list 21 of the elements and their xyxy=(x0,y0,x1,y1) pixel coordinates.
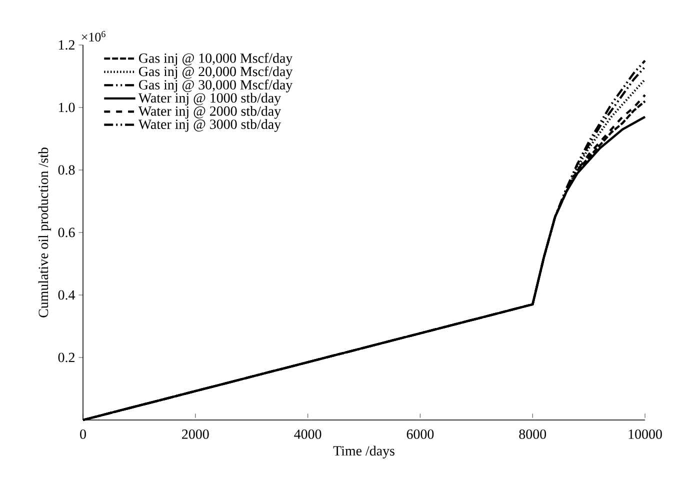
x-tick-label: 2000 xyxy=(182,429,209,439)
legend-label: Gas inj @ 20,000 Mscf/day xyxy=(138,66,293,80)
legend-label: Water inj @ 2000 stb/day xyxy=(138,106,282,119)
x-tick-label: 6000 xyxy=(406,429,434,439)
y-tick-label: 1.2 xyxy=(59,40,74,50)
x-axis-title: Time /days xyxy=(333,446,394,458)
legend-label: Gas inj @ 30,000 Mscf/day xyxy=(138,80,293,92)
text: ×10$^{6}$ xyxy=(82,31,106,42)
y-tick-label: 0.8 xyxy=(58,165,75,175)
legend-label: Water inj @ 3000 stb/day xyxy=(138,119,282,132)
legend-label: Gas inj @ 10,000 Mscf/day xyxy=(138,52,293,66)
x-tick-label: 0 xyxy=(80,429,86,439)
y-tick-label: 0.6 xyxy=(58,228,75,238)
y-tick-label: 1.0 xyxy=(59,102,75,112)
x-tick-label: 10000 xyxy=(628,429,662,439)
y-tick-label: 0.2 xyxy=(58,352,74,362)
y-tick-label: 0.4 xyxy=(58,290,76,300)
legend-label: Water inj @ 1000 stb/day xyxy=(138,92,282,106)
x-tick-label: 8000 xyxy=(519,429,546,439)
y-axis-title: Cumulative oil production /stb xyxy=(38,148,51,318)
x-tick-label: 4000 xyxy=(294,429,322,439)
